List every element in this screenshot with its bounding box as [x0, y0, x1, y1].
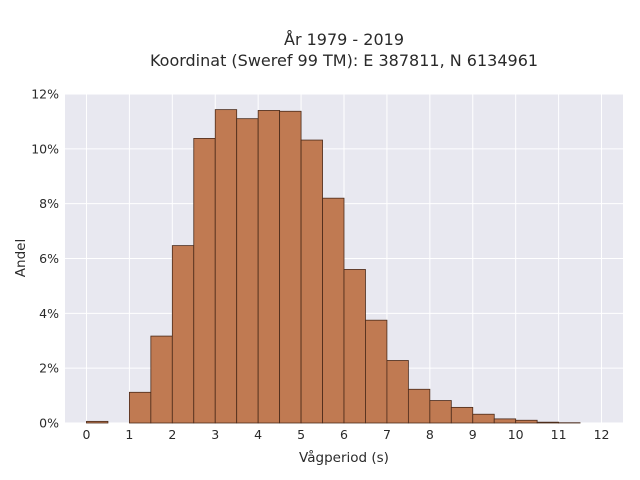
x-tick-label: 5: [297, 427, 305, 442]
histogram-bar: [150, 335, 173, 424]
histogram-bar: [450, 406, 474, 424]
x-tick-label: 0: [82, 427, 90, 442]
histogram-bar: [365, 319, 388, 424]
histogram-bar: [171, 245, 195, 424]
y-axis-ticks: 0% 2% 4% 6% 8% 10% 12%: [31, 87, 59, 431]
x-tick-label: 3: [211, 427, 219, 442]
x-axis-label: Vågperiod (s): [299, 449, 389, 466]
histogram-bar: [536, 421, 560, 424]
x-tick-label: 8: [426, 427, 434, 442]
histogram-bar: [300, 139, 323, 424]
chart-title-line1: År 1979 - 2019: [284, 30, 404, 49]
histogram-bar: [515, 419, 538, 424]
y-tick-label: 10%: [31, 141, 59, 156]
histogram-bar: [322, 197, 345, 424]
chart-title-line2: Koordinat (Sweref 99 TM): E 387811, N 61…: [150, 51, 538, 70]
histogram-bar: [86, 420, 109, 424]
histogram-bar: [386, 360, 409, 424]
histogram-bar: [279, 110, 302, 424]
x-tick-label: 4: [254, 427, 262, 442]
x-tick-label: 11: [551, 427, 567, 442]
y-tick-label: 4%: [39, 306, 59, 321]
x-tick-label: 2: [168, 427, 176, 442]
histogram-bar: [493, 418, 517, 424]
histogram-bar: [128, 391, 152, 424]
x-tick-label: 9: [469, 427, 477, 442]
y-tick-label: 6%: [39, 251, 59, 266]
histogram-bars: [86, 109, 581, 424]
histogram-bar: [407, 388, 431, 424]
y-tick-label: 12%: [31, 87, 59, 102]
x-axis-ticks: 0 1 2 3 4 5 6 7 8 9 10 11 12: [82, 427, 609, 442]
histogram-bar: [236, 118, 259, 424]
x-tick-label: 7: [383, 427, 391, 442]
y-tick-label: 8%: [39, 196, 59, 211]
histogram-bar: [193, 138, 216, 424]
y-tick-label: 0%: [39, 416, 59, 431]
x-tick-label: 1: [125, 427, 133, 442]
histogram-bar: [257, 110, 281, 424]
y-axis-label: Andel: [13, 239, 29, 277]
histogram-bar: [429, 400, 452, 424]
x-tick-label: 10: [508, 427, 524, 442]
histogram-bar: [343, 269, 366, 424]
x-tick-label: 6: [340, 427, 348, 442]
x-tick-label: 12: [594, 427, 610, 442]
histogram-bar: [472, 413, 495, 424]
y-tick-label: 2%: [39, 361, 59, 376]
histogram-bar: [214, 109, 238, 424]
